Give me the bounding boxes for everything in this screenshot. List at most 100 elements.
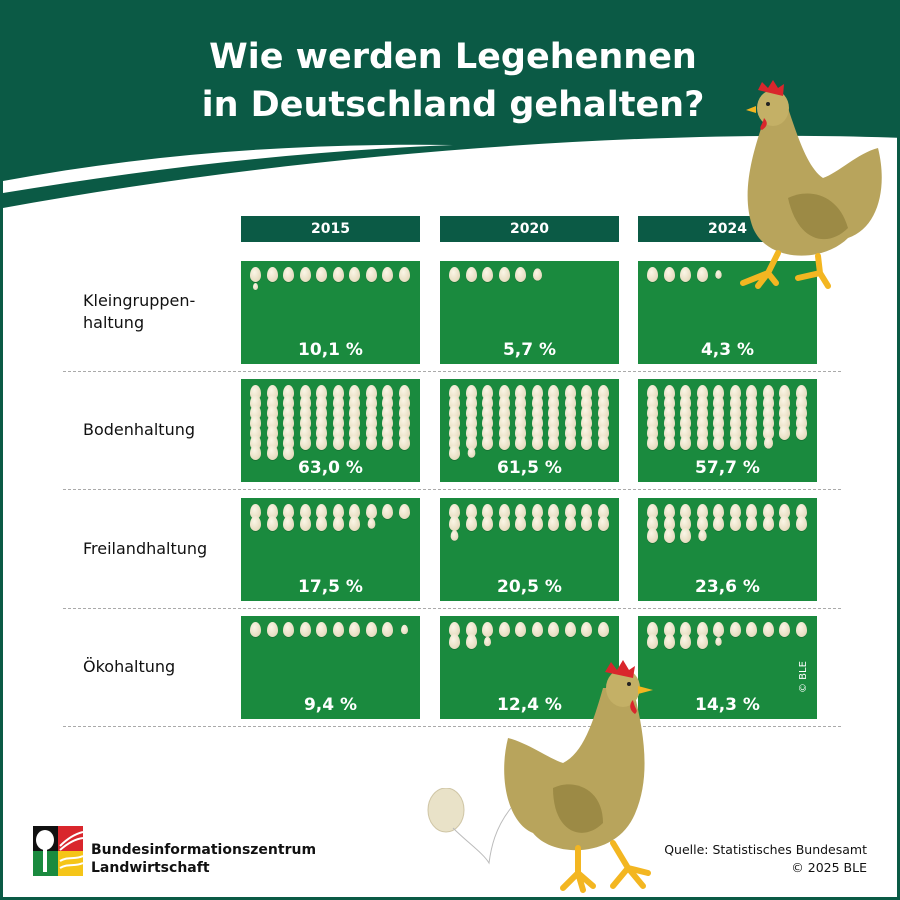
egg-mark (515, 405, 526, 420)
percent-label: 23,6 % (695, 577, 760, 597)
source-note: Quelle: Statistisches Bundesamt © 2025 B… (664, 842, 867, 875)
egg-mark (365, 385, 377, 400)
egg-mark (729, 385, 741, 400)
egg-mark (283, 445, 294, 460)
egg-mark (250, 622, 261, 637)
egg-mark (266, 267, 278, 282)
egg-mark (779, 516, 790, 531)
egg-mark (349, 405, 360, 420)
egg-mark (581, 504, 592, 519)
egg-mark (581, 425, 592, 440)
egg-mark (398, 415, 410, 430)
hen-bottom-illustration (504, 660, 653, 893)
egg-mark (729, 504, 741, 519)
egg-mark (647, 516, 658, 531)
egg-mark (532, 268, 542, 281)
egg-mark (449, 415, 460, 430)
egg-mark (332, 405, 344, 420)
egg-mark (762, 622, 774, 637)
egg-mark (713, 622, 724, 637)
egg-mark (729, 516, 741, 531)
egg-mark (597, 415, 609, 430)
egg-mark (762, 385, 774, 400)
egg-mark (795, 405, 807, 420)
egg-mark (498, 516, 510, 531)
egg-mark (349, 516, 360, 531)
egg-mark (299, 504, 311, 519)
egg-mark (482, 516, 493, 531)
watermark: © BLE (798, 661, 809, 693)
row-label-line: Kleingruppen- (83, 291, 196, 310)
egg-mark (762, 504, 774, 519)
egg-mark (398, 435, 410, 450)
egg-mark (482, 435, 493, 450)
egg-mark (398, 405, 410, 420)
egg-mark (332, 395, 344, 410)
egg-mark (449, 435, 460, 450)
egg-mark (581, 622, 592, 637)
egg-mark (400, 624, 408, 635)
egg-mark (762, 415, 774, 430)
egg-mark (465, 405, 477, 420)
egg-mark (449, 504, 460, 519)
egg-mark (564, 415, 576, 430)
egg-mark (316, 385, 327, 400)
egg-mark (332, 504, 344, 519)
egg-mark (349, 415, 360, 430)
egg-mark (597, 405, 609, 420)
egg-mark (680, 516, 691, 531)
egg-mark (365, 267, 377, 282)
egg-mark (449, 425, 460, 440)
egg-mark (762, 395, 774, 410)
egg-mark (299, 516, 311, 531)
egg-mark (779, 504, 790, 519)
egg-mark (266, 622, 278, 637)
egg-mark (597, 395, 609, 410)
egg-mark (299, 425, 311, 440)
egg-mark (250, 504, 261, 519)
egg-mark (332, 435, 344, 450)
egg-mark (680, 634, 691, 649)
egg-mark (365, 395, 377, 410)
egg-mark (250, 395, 261, 410)
percent-label: 57,7 % (695, 458, 760, 478)
percent-label: 9,4 % (303, 695, 358, 715)
egg-mark (482, 385, 493, 400)
egg-mark (299, 395, 311, 410)
egg-mark (515, 415, 526, 430)
egg-mark (316, 425, 327, 440)
egg-mark (283, 395, 294, 410)
egg-mark (647, 634, 658, 649)
egg-mark (398, 504, 410, 519)
row-label-line: haltung (83, 313, 145, 332)
egg-mark (283, 385, 294, 400)
egg-mark (382, 415, 393, 430)
egg-mark (498, 504, 510, 519)
pictogram-cell: 57,7 % (638, 379, 817, 482)
row-label: Kleingruppen-haltung (83, 290, 195, 334)
pictogram-cell: 4,3 % (638, 261, 817, 364)
egg-mark (382, 395, 393, 410)
egg-mark (795, 504, 807, 519)
egg-mark (250, 267, 261, 282)
egg-mark (316, 435, 327, 450)
header-background (3, 3, 897, 208)
egg-mark (680, 425, 691, 440)
page-title: Wie werden Legehennen in Deutschland geh… (201, 37, 705, 125)
row-label-line: Freilandhaltung (83, 539, 208, 558)
egg-mark (483, 636, 492, 647)
egg-mark (779, 622, 790, 637)
egg-mark (449, 267, 460, 282)
egg-mark (449, 622, 460, 637)
egg-mark (349, 435, 360, 450)
egg-mark (746, 395, 757, 410)
egg-mark (713, 395, 724, 410)
egg-mark (531, 504, 543, 519)
egg-mark (515, 385, 526, 400)
pictogram-cell: 23,6 % (638, 498, 817, 601)
row-divider (63, 726, 841, 727)
egg-mark (250, 425, 261, 440)
egg-mark (398, 395, 410, 410)
egg-mark (696, 622, 708, 637)
egg-mark (365, 405, 377, 420)
